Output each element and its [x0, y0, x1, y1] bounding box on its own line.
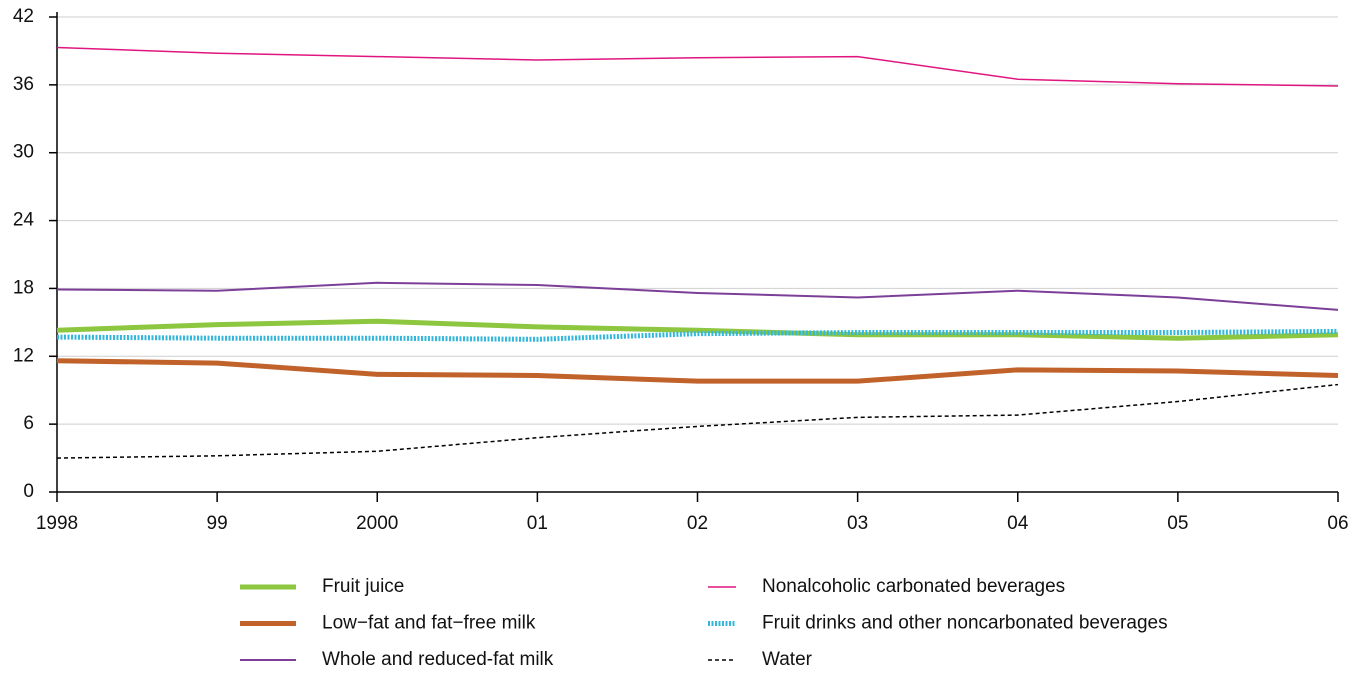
series-line: [56, 358, 1339, 384]
legend-label: Fruit drinks and other noncarbonated bev…: [762, 613, 1168, 634]
y-tick-label: 0: [23, 481, 34, 502]
x-tick-label: 03: [847, 513, 868, 534]
legend-label: Water: [762, 649, 813, 670]
y-tick-label: 24: [13, 210, 35, 231]
x-tick-label: 05: [1167, 513, 1188, 534]
x-tick-label: 06: [1327, 513, 1348, 534]
series-line: [56, 46, 1339, 87]
series-line: [56, 281, 1339, 311]
x-tick-label: 02: [687, 513, 708, 534]
legend-label: Nonalcoholic carbonated beverages: [762, 576, 1065, 597]
x-tick-label: 2000: [356, 513, 398, 534]
y-tick-label: 6: [23, 413, 34, 434]
x-tick-label: 1998: [36, 513, 78, 534]
x-tick-label: 01: [527, 513, 548, 534]
series-line: [56, 383, 1339, 459]
legend-label: Whole and reduced-fat milk: [322, 649, 554, 670]
legend-label: Low−fat and fat−free milk: [322, 613, 536, 634]
y-tick-label: 30: [13, 142, 34, 163]
y-tick-label: 18: [13, 277, 34, 298]
series-line: [56, 328, 1339, 342]
y-tick-label: 42: [13, 6, 34, 27]
x-tick-label: 99: [207, 513, 228, 534]
series-line: [56, 318, 1339, 341]
y-tick-label: 36: [13, 74, 34, 95]
x-tick-label: 04: [1007, 513, 1029, 534]
legend-label: Fruit juice: [322, 576, 404, 597]
y-tick-label: 12: [13, 345, 34, 366]
